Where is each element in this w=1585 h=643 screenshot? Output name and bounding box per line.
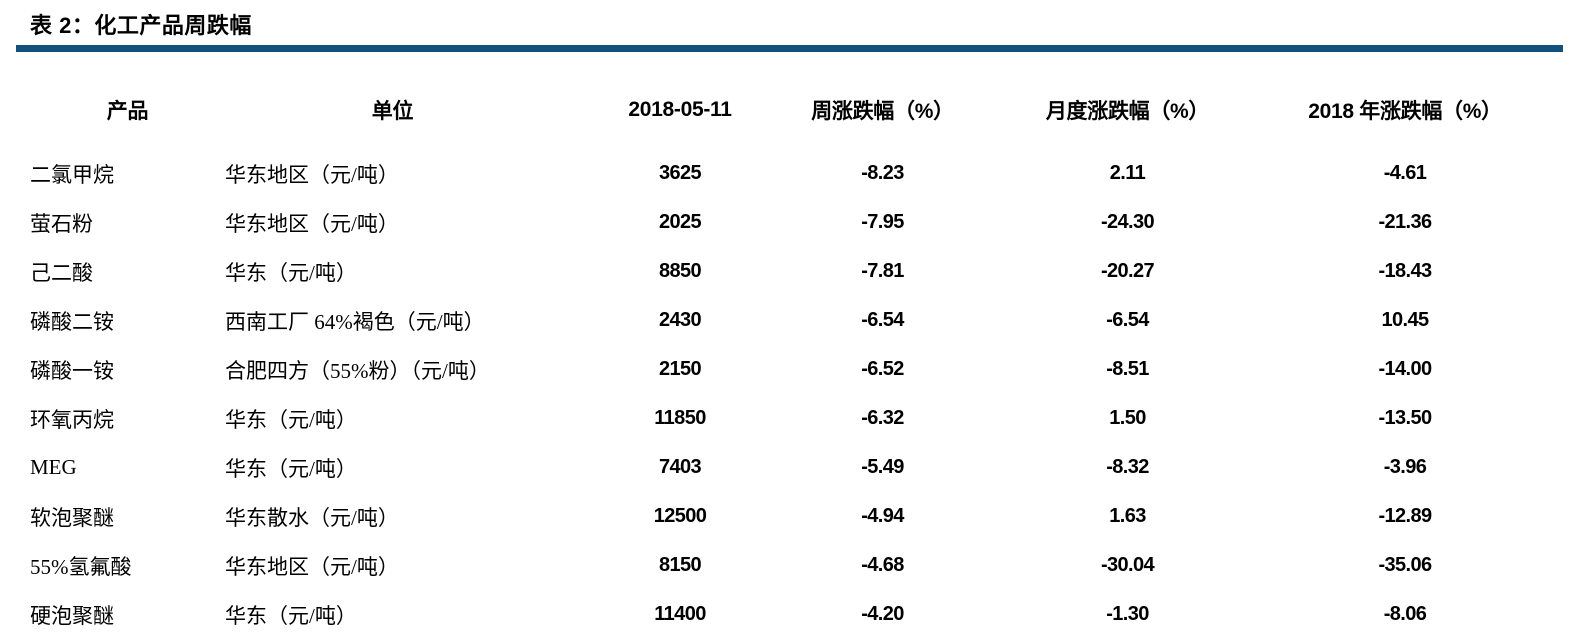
table-row: 环氧丙烷 华东（元/吨） 11850 -6.32 1.50 -13.50	[30, 394, 1520, 443]
table-row: 二氯甲烷 华东地区（元/吨） 3625 -8.23 2.11 -4.61	[30, 149, 1520, 198]
price-cell: 7403	[658, 456, 702, 478]
monthly-change-cell: 1.63	[1109, 505, 1146, 527]
table-title: 表 2：化工产品周跌幅	[30, 13, 252, 38]
price-cell: 8150	[658, 554, 702, 576]
unit-spec-cell: 华东（元/吨）	[225, 603, 357, 628]
header-unit: 单位	[371, 100, 414, 123]
weekly-change-cell: -7.95	[861, 211, 904, 233]
table-row: 硬泡聚醚 华东（元/吨） 11400 -4.20 -1.30 -8.06	[30, 590, 1520, 639]
price-cell: 11850	[654, 407, 706, 429]
monthly-change-cell: -6.54	[1106, 309, 1149, 331]
ytd-change-cell: -14.00	[1378, 358, 1432, 380]
ytd-change-cell: 10.45	[1381, 309, 1429, 331]
price-cell: 2025	[658, 211, 702, 233]
table-row: 磷酸一铵 合肥四方（55%粉）（元/吨） 2150 -6.52 -8.51 -1…	[30, 345, 1520, 394]
monthly-change-cell: 2.11	[1109, 162, 1146, 184]
product-name-cell: 环氧丙烷	[30, 407, 114, 432]
monthly-change-cell: -24.30	[1100, 211, 1155, 233]
weekly-change-cell: -8.23	[861, 162, 904, 184]
table-row: 己二酸 华东（元/吨） 8850 -7.81 -20.27 -18.43	[30, 247, 1520, 296]
header-ytd-change: 2018 年涨跌幅（%）	[1308, 100, 1502, 123]
ytd-change-cell: -8.06	[1383, 603, 1427, 625]
weekly-change-cell: -7.81	[861, 260, 904, 282]
weekly-change-cell: -6.54	[861, 309, 904, 331]
unit-spec-cell: 华东（元/吨）	[225, 456, 357, 481]
unit-spec-cell: 西南工厂 64%褐色（元/吨）	[225, 309, 485, 334]
monthly-change-cell: -1.30	[1106, 603, 1149, 625]
product-name-cell: 硬泡聚醚	[30, 603, 114, 628]
price-cell: 8850	[658, 260, 702, 282]
monthly-change-cell: -8.32	[1106, 456, 1149, 478]
product-name-cell: 磷酸一铵	[30, 358, 114, 383]
table-row: 55%氢氟酸 华东地区（元/吨） 8150 -4.68 -30.04 -35.0…	[30, 541, 1520, 590]
title-divider-rule	[16, 45, 1563, 52]
unit-spec-cell: 合肥四方（55%粉）（元/吨）	[225, 358, 490, 383]
ytd-change-cell: -3.96	[1383, 456, 1427, 478]
price-cell: 12500	[653, 505, 707, 527]
unit-spec-cell: 华东地区（元/吨）	[225, 211, 399, 236]
unit-spec-cell: 华东（元/吨）	[225, 407, 357, 432]
ytd-change-cell: -12.89	[1378, 505, 1432, 527]
product-name-cell: 55%氢氟酸	[30, 554, 132, 579]
price-cell: 3625	[658, 162, 702, 184]
unit-spec-cell: 华东（元/吨）	[225, 260, 357, 285]
monthly-change-cell: -20.27	[1100, 260, 1155, 282]
table-row: 萤石粉 华东地区（元/吨） 2025 -7.95 -24.30 -21.36	[30, 198, 1520, 247]
product-name-cell: 己二酸	[30, 260, 93, 285]
product-name-cell: MEG	[30, 455, 77, 479]
table-row: 软泡聚醚 华东散水（元/吨） 12500 -4.94 1.63 -12.89	[30, 492, 1520, 541]
header-weekly-change: 周涨跌幅（%）	[811, 100, 954, 123]
table-row: MEG 华东（元/吨） 7403 -5.49 -8.32 -3.96	[30, 443, 1520, 492]
monthly-change-cell: -8.51	[1106, 358, 1149, 380]
product-name-cell: 二氯甲烷	[30, 162, 114, 187]
table-row: 磷酸二铵 西南工厂 64%褐色（元/吨） 2430 -6.54 -6.54 10…	[30, 296, 1520, 345]
weekly-change-cell: -6.32	[861, 407, 904, 429]
weekly-change-cell: -4.94	[861, 505, 904, 527]
monthly-change-cell: 1.50	[1109, 407, 1146, 429]
header-monthly-change: 月度涨跌幅（%）	[1045, 100, 1210, 123]
product-name-cell: 萤石粉	[30, 211, 93, 236]
unit-spec-cell: 华东地区（元/吨）	[225, 554, 399, 579]
weekly-change-cell: -5.49	[861, 456, 904, 478]
product-name-cell: 磷酸二铵	[30, 309, 114, 334]
header-product: 产品	[106, 100, 149, 123]
table-body: 二氯甲烷 华东地区（元/吨） 3625 -8.23 2.11 -4.61 萤石粉…	[30, 149, 1520, 639]
ytd-change-cell: -21.36	[1378, 211, 1432, 233]
weekly-change-cell: -6.52	[861, 358, 904, 380]
table-header-row: 产品 单位 2018-05-11 周涨跌幅（%） 月度涨跌幅（%） 2018 年…	[30, 75, 1520, 145]
weekly-change-cell: -4.68	[861, 554, 904, 576]
price-cell: 2150	[658, 358, 702, 380]
price-cell: 11400	[654, 603, 706, 625]
price-cell: 2430	[658, 309, 702, 331]
header-date: 2018-05-11	[628, 98, 732, 121]
ytd-change-cell: -4.61	[1383, 162, 1427, 184]
ytd-change-cell: -18.43	[1378, 260, 1432, 282]
unit-spec-cell: 华东地区（元/吨）	[225, 162, 399, 187]
ytd-change-cell: -13.50	[1378, 407, 1432, 429]
unit-spec-cell: 华东散水（元/吨）	[225, 505, 399, 530]
ytd-change-cell: -35.06	[1378, 554, 1432, 576]
price-change-table: 产品 单位 2018-05-11 周涨跌幅（%） 月度涨跌幅（%） 2018 年…	[30, 75, 1520, 639]
monthly-change-cell: -30.04	[1100, 554, 1155, 576]
product-name-cell: 软泡聚醚	[30, 505, 114, 530]
weekly-change-cell: -4.20	[861, 603, 904, 625]
